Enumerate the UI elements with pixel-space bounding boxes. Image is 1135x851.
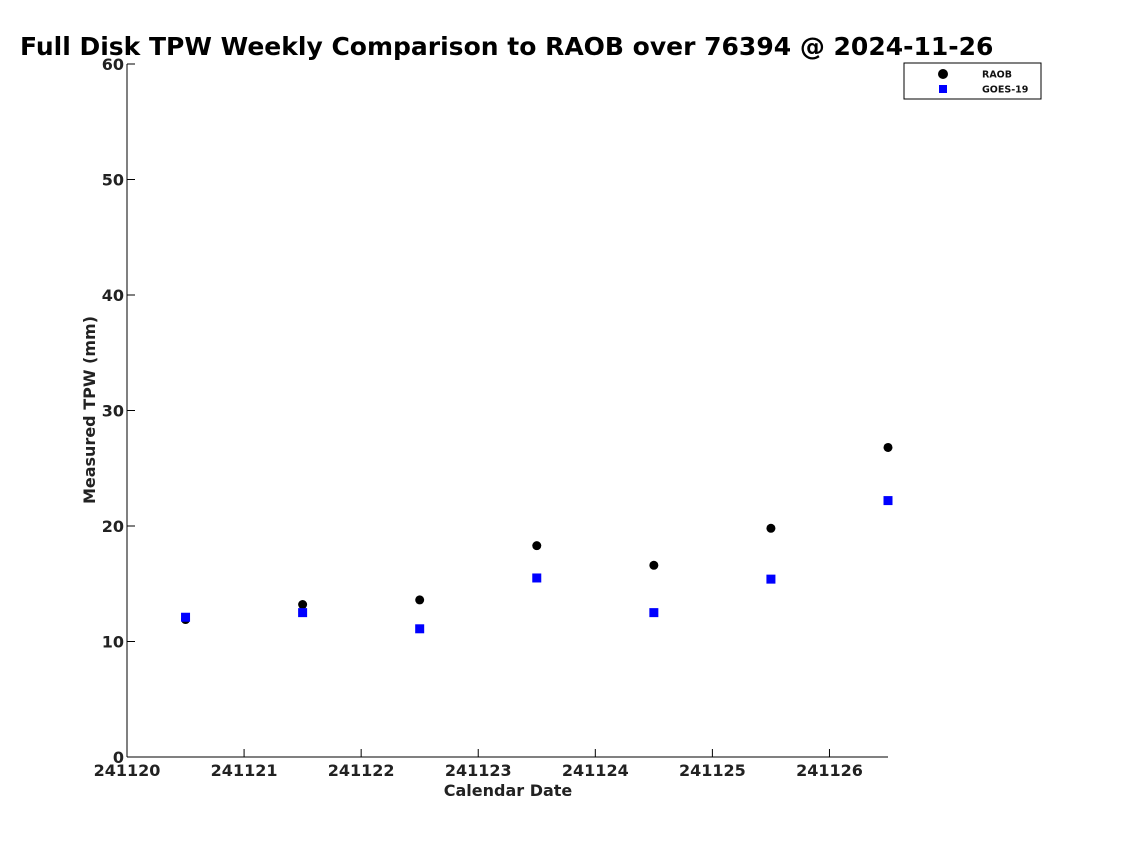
- y-tick-label: 50: [102, 171, 124, 190]
- legend-raob-label: RAOB: [982, 70, 1012, 81]
- plot-axes: [126, 64, 888, 758]
- x-axis-label: Calendar Date: [444, 781, 573, 800]
- x-tick-label: 241125: [679, 761, 746, 780]
- x-tick-label: 241124: [562, 761, 629, 780]
- x-ticks: 241120 241121 241122 241123 241124 241125 2411…: [94, 749, 863, 780]
- legend-goes-19-marker: [939, 85, 947, 93]
- y-axis-label: Measured TPW (mm): [80, 316, 99, 504]
- y-tick-label: 40: [102, 286, 124, 305]
- raob-point: [649, 560, 659, 570]
- legend-raob-marker: [938, 69, 948, 79]
- raob-point: [883, 442, 893, 452]
- legend-box: [903, 62, 1042, 100]
- goes-19-point: [181, 612, 191, 622]
- goes-19-point: [415, 624, 425, 634]
- goes-19-point: [649, 608, 659, 618]
- legend: RAOB GOES-19: [903, 62, 1042, 100]
- chart-title: Full Disk TPW Weekly Comparison to RAOB …: [20, 32, 993, 61]
- y-tick-label: 60: [102, 55, 124, 74]
- y-ticks: 0 10 20 30 40 50 60: [102, 55, 135, 767]
- y-tick-label: 20: [102, 517, 124, 536]
- x-tick-label: 241121: [211, 761, 278, 780]
- raob-point: [532, 541, 542, 551]
- y-tick-label: 0: [113, 748, 124, 767]
- legend-goes-19-label: GOES-19: [982, 85, 1028, 96]
- raob-point: [298, 600, 308, 610]
- x-tick-label: 241120: [94, 761, 161, 780]
- raob-point: [766, 523, 776, 533]
- goes-19-point: [532, 573, 542, 583]
- x-tick-label: 241123: [445, 761, 512, 780]
- raob-point: [415, 595, 425, 605]
- y-tick-label: 30: [102, 402, 124, 421]
- data-points: [181, 442, 893, 634]
- goes-19-point: [766, 574, 776, 584]
- goes-19-point: [883, 496, 893, 506]
- x-tick-label: 241122: [328, 761, 395, 780]
- goes-19-point: [298, 608, 308, 618]
- x-tick-label: 241126: [796, 761, 863, 780]
- y-tick-label: 10: [102, 633, 124, 652]
